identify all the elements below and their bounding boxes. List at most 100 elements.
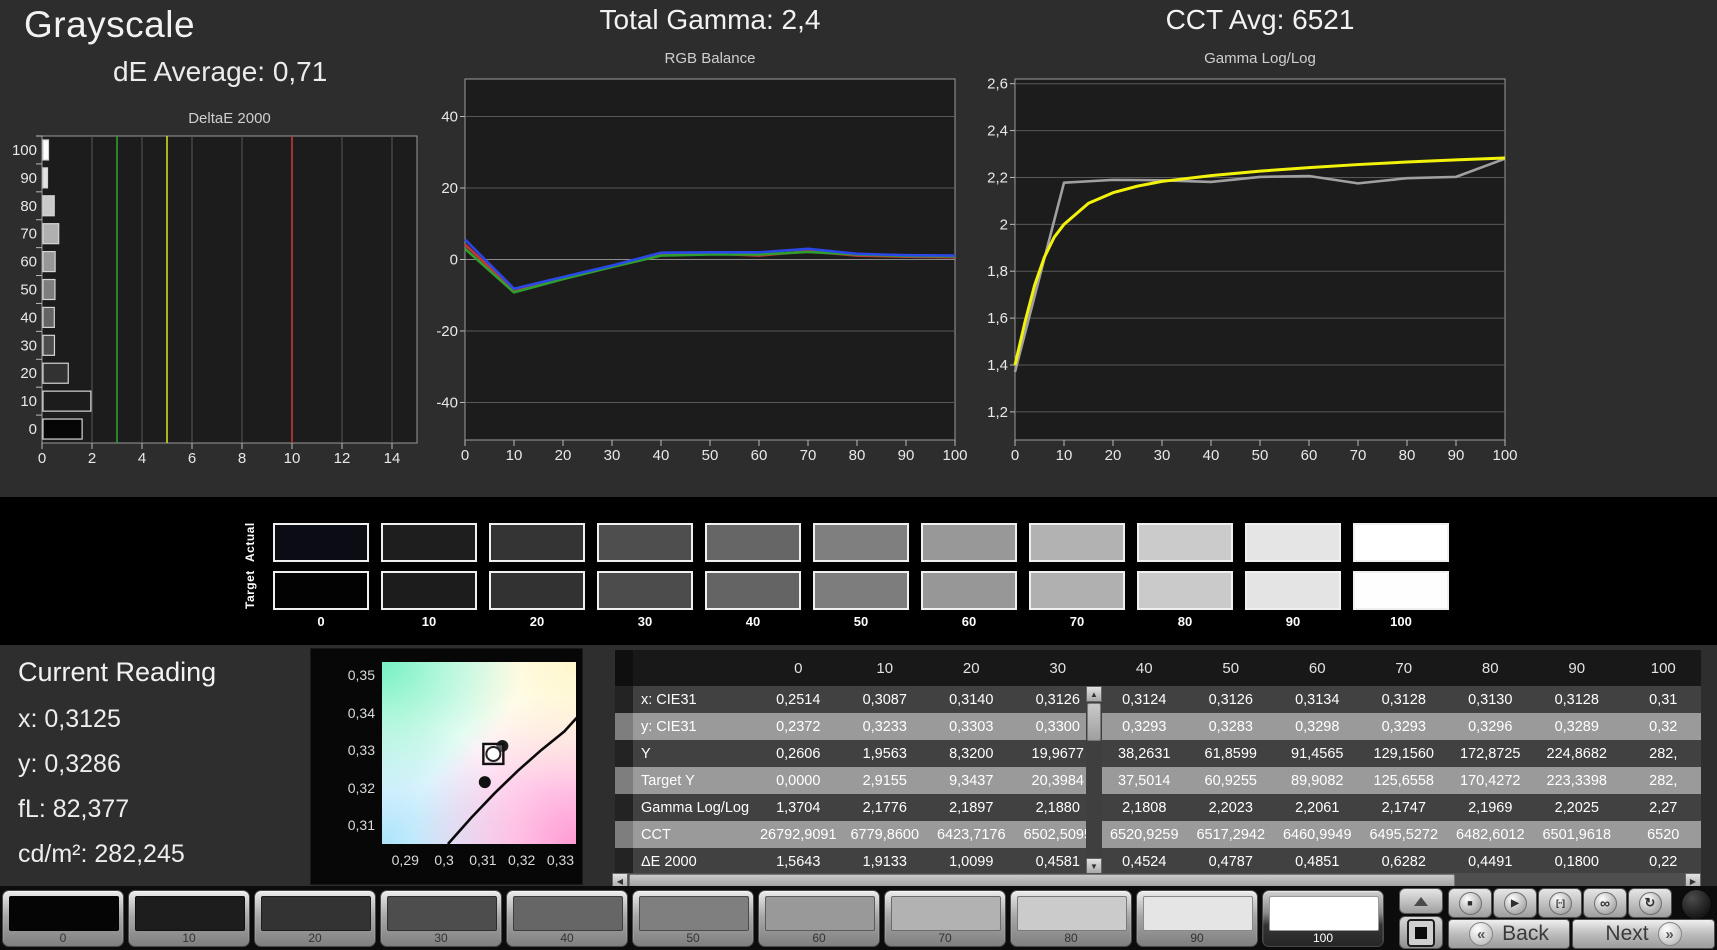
pattern-button-80[interactable]: 80	[1010, 890, 1132, 947]
deltae-bar-80	[42, 195, 55, 217]
table-cell: 0,3126	[1208, 691, 1253, 708]
table-cell: 0,3300	[1035, 718, 1080, 735]
table-cell: 2,1808	[1122, 799, 1167, 816]
back-button[interactable]: « Back	[1448, 919, 1570, 949]
de-average-readout: dE Average: 0,71	[113, 56, 328, 87]
pattern-button-60[interactable]: 60	[758, 890, 880, 947]
table-cell: 0,3126	[1035, 691, 1080, 708]
table-column-header: 30	[1049, 659, 1067, 677]
next-chevron-icon: »	[1657, 922, 1682, 946]
table-cell: 1,0099	[949, 853, 994, 870]
svg-text:10: 10	[1056, 447, 1073, 464]
table-cell: 6501,9618	[1542, 826, 1612, 843]
actual-swatch-20	[489, 523, 585, 562]
refresh-icon: ↻	[1638, 891, 1662, 915]
svg-text:30: 30	[1154, 447, 1171, 464]
table-column-header: 100	[1650, 659, 1676, 677]
actual-swatch-10	[381, 523, 477, 562]
pattern-window-button[interactable]	[1399, 916, 1443, 949]
svg-text:60: 60	[1301, 447, 1318, 464]
continuous-measure-button[interactable]: ∞	[1583, 888, 1627, 918]
pattern-button-20[interactable]: 20	[254, 890, 376, 947]
pattern-button-40[interactable]: 40	[506, 890, 628, 947]
table-cell: 0,3303	[949, 718, 994, 735]
svg-text:20: 20	[1105, 447, 1122, 464]
svg-text:100: 100	[12, 142, 37, 159]
refresh-button[interactable]: ↻	[1628, 888, 1672, 918]
pattern-up-button[interactable]	[1399, 888, 1443, 914]
scroll-right-button[interactable]: ▶	[1685, 873, 1701, 889]
pattern-button-30[interactable]: 30	[380, 890, 502, 947]
target-swatch-100	[1353, 571, 1449, 610]
table-cell: 0,2372	[776, 718, 821, 735]
pattern-button-label: 50	[686, 931, 700, 945]
pattern-button-70[interactable]: 70	[884, 890, 1006, 947]
actual-swatch-70	[1029, 523, 1125, 562]
table-cell: 0,3124	[1122, 691, 1167, 708]
deltae-bar-0	[42, 418, 83, 440]
table-cell: 2,1880	[1035, 799, 1080, 816]
actual-swatch-0	[273, 523, 369, 562]
svg-text:1,8: 1,8	[987, 263, 1008, 280]
table-cell: 172,8725	[1460, 745, 1521, 762]
table-horizontal-scrollbar[interactable]: ◀ ▶	[612, 873, 1701, 889]
svg-text:90: 90	[1448, 447, 1465, 464]
pattern-button-100[interactable]: 100	[1262, 890, 1384, 947]
reading-cdm2-value: cd/m²: 282,245	[18, 840, 185, 868]
table-row-label: x: CIE31	[641, 691, 697, 708]
table-column-header: 10	[876, 659, 894, 677]
table-column-header: 20	[962, 659, 980, 677]
stop-button[interactable]: ■	[1448, 888, 1492, 918]
pattern-swatch	[513, 896, 623, 931]
scroll-down-button[interactable]: ▼	[1086, 858, 1102, 874]
table-vertical-scrollbar[interactable]: ▲ ▼	[1086, 686, 1102, 874]
pattern-button-label: 0	[59, 931, 67, 945]
measure-series-button[interactable]: [··]	[1538, 888, 1582, 918]
table-cell: 0,3298	[1295, 718, 1340, 735]
table-cell: 2,1776	[862, 799, 907, 816]
daylight-locus-line	[446, 715, 579, 845]
target-swatch-70	[1029, 571, 1125, 610]
reading-dot	[478, 776, 491, 789]
svg-text:2,6: 2,6	[987, 76, 1008, 93]
target-swatch-50	[813, 571, 909, 610]
svg-text:40: 40	[1203, 447, 1220, 464]
pattern-toolbar: 0 10 20 30 40 50 60 70 80 90 100 ■ ▶ [··] ∞ ↻ « Ba…	[0, 886, 1717, 950]
table-cell: 0,3293	[1122, 718, 1167, 735]
pattern-button-label: 90	[1190, 931, 1204, 945]
table-column-header: 0	[794, 659, 803, 677]
actual-swatch-40	[705, 523, 801, 562]
swatch-comparison-panel: Actual Target 0 10 20 30 40 50 60 70 80 90 100	[0, 497, 1717, 645]
cie-x-tick: 0,3	[434, 852, 454, 868]
rgb-balance-chart-title: RGB Balance	[664, 50, 756, 67]
pattern-swatch	[9, 896, 119, 931]
play-button[interactable]: ▶	[1493, 888, 1537, 918]
scroll-left-button[interactable]: ◀	[612, 873, 628, 889]
table-header-row: 0 10 20 30 40 50 60 70 80 90 100	[615, 650, 1701, 686]
table-cell: 2,2025	[1554, 799, 1599, 816]
pattern-swatch	[135, 896, 245, 931]
svg-text:2,4: 2,4	[987, 123, 1008, 140]
current-reading-title: Current Reading	[18, 657, 217, 687]
reading-fl-value: fL: 82,377	[18, 795, 130, 823]
pattern-button-50[interactable]: 50	[632, 890, 754, 947]
pattern-button-10[interactable]: 10	[128, 890, 250, 947]
actual-swatch-80	[1137, 523, 1233, 562]
pattern-button-0[interactable]: 0	[2, 890, 124, 947]
deltae-bar-10	[42, 390, 92, 412]
table-cell: 0,4787	[1208, 853, 1253, 870]
table-cell: 26792,9091	[759, 826, 837, 843]
table-cell: 1,5643	[776, 853, 821, 870]
deltae-bar-30	[42, 334, 56, 356]
vertical-scroll-thumb[interactable]	[1087, 703, 1101, 741]
next-button[interactable]: Next »	[1572, 919, 1715, 949]
pattern-button-label: 70	[938, 931, 952, 945]
table-column-header: 80	[1481, 659, 1499, 677]
cie-y-tick: 0,33	[347, 742, 375, 759]
rgb-line-blue	[464, 238, 956, 291]
table-cell: 2,2061	[1295, 799, 1340, 816]
scroll-up-button[interactable]: ▲	[1086, 686, 1102, 702]
table-cell: 19,9677	[1031, 745, 1084, 762]
pattern-button-90[interactable]: 90	[1136, 890, 1258, 947]
